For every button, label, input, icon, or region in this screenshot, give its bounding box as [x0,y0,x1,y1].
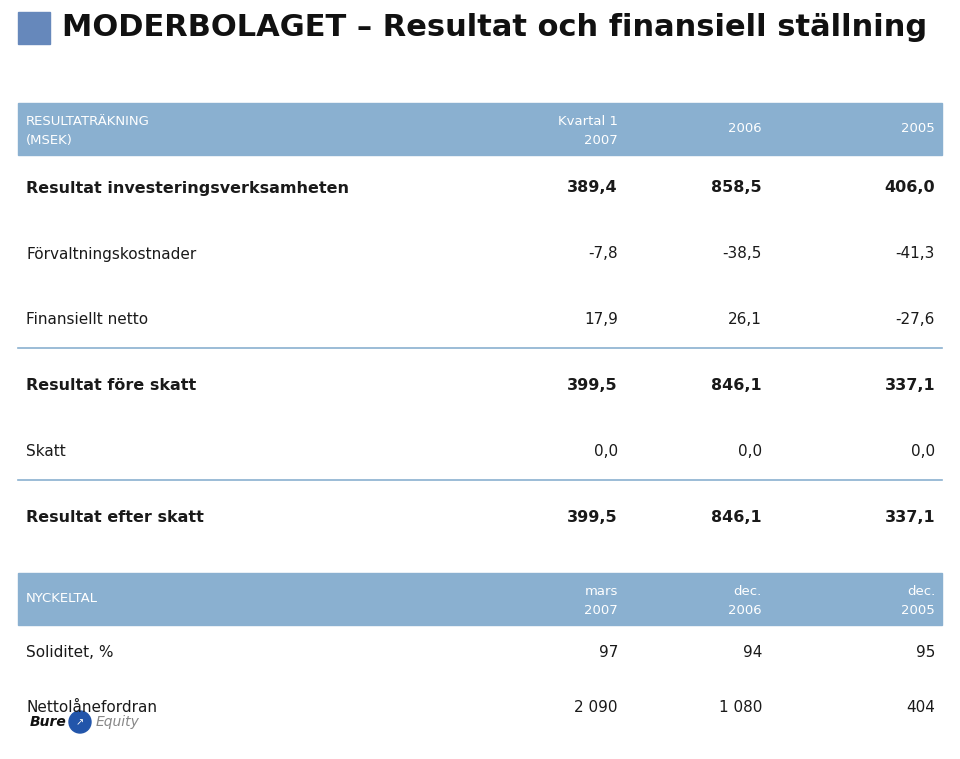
Text: Bure: Bure [30,715,67,729]
Text: (MSEK): (MSEK) [26,134,73,147]
Text: 97: 97 [599,645,618,660]
Text: dec.: dec. [907,584,935,597]
Text: Finansiellt netto: Finansiellt netto [26,313,148,327]
Text: 17,9: 17,9 [584,313,618,327]
Text: 0,0: 0,0 [911,445,935,459]
Text: Resultat före skatt: Resultat före skatt [26,379,196,393]
Circle shape [69,711,91,733]
Text: 2005: 2005 [901,604,935,617]
Text: Nettolånefordran: Nettolånefordran [26,700,157,715]
Text: Skatt: Skatt [26,445,65,459]
Text: 2007: 2007 [585,604,618,617]
Text: 95: 95 [916,645,935,660]
Text: -7,8: -7,8 [588,247,618,262]
Text: -38,5: -38,5 [723,247,762,262]
Text: mars: mars [585,584,618,597]
Bar [18,103,942,155]
Text: ↗: ↗ [76,717,84,727]
Text: Förvaltningskostnader: Förvaltningskostnader [26,247,196,262]
Bar [18,12,50,44]
Text: 2006: 2006 [729,122,762,136]
Text: 404: 404 [906,700,935,715]
Text: -27,6: -27,6 [896,313,935,327]
Text: Soliditet, %: Soliditet, % [26,645,113,660]
Text: 399,5: 399,5 [567,511,618,525]
Bar [18,573,942,625]
Text: 26,1: 26,1 [728,313,762,327]
Text: 94: 94 [743,645,762,660]
Text: Resultat investeringsverksamheten: Resultat investeringsverksamheten [26,181,349,196]
Text: 389,4: 389,4 [567,181,618,196]
Text: 2005: 2005 [901,122,935,136]
Text: 0,0: 0,0 [738,445,762,459]
Text: Kvartal 1: Kvartal 1 [558,115,618,128]
Text: 337,1: 337,1 [884,379,935,393]
Text: 337,1: 337,1 [884,511,935,525]
Text: Equity: Equity [96,715,140,729]
Text: 0,0: 0,0 [594,445,618,459]
Text: RESULTATRÄKNING: RESULTATRÄKNING [26,115,150,128]
Text: Resultat efter skatt: Resultat efter skatt [26,511,204,525]
Text: 1 080: 1 080 [719,700,762,715]
Text: 2007: 2007 [585,134,618,147]
Text: 399,5: 399,5 [567,379,618,393]
Text: NYCKELTAL: NYCKELTAL [26,593,98,606]
Text: -41,3: -41,3 [896,247,935,262]
Text: MODERBOLAGET – Resultat och finansiell ställning: MODERBOLAGET – Resultat och finansiell s… [62,14,927,43]
Text: 406,0: 406,0 [884,181,935,196]
Text: dec.: dec. [733,584,762,597]
Text: 846,1: 846,1 [711,379,762,393]
Text: 2006: 2006 [729,604,762,617]
Text: 2 090: 2 090 [574,700,618,715]
Text: 858,5: 858,5 [711,181,762,196]
Text: 846,1: 846,1 [711,511,762,525]
